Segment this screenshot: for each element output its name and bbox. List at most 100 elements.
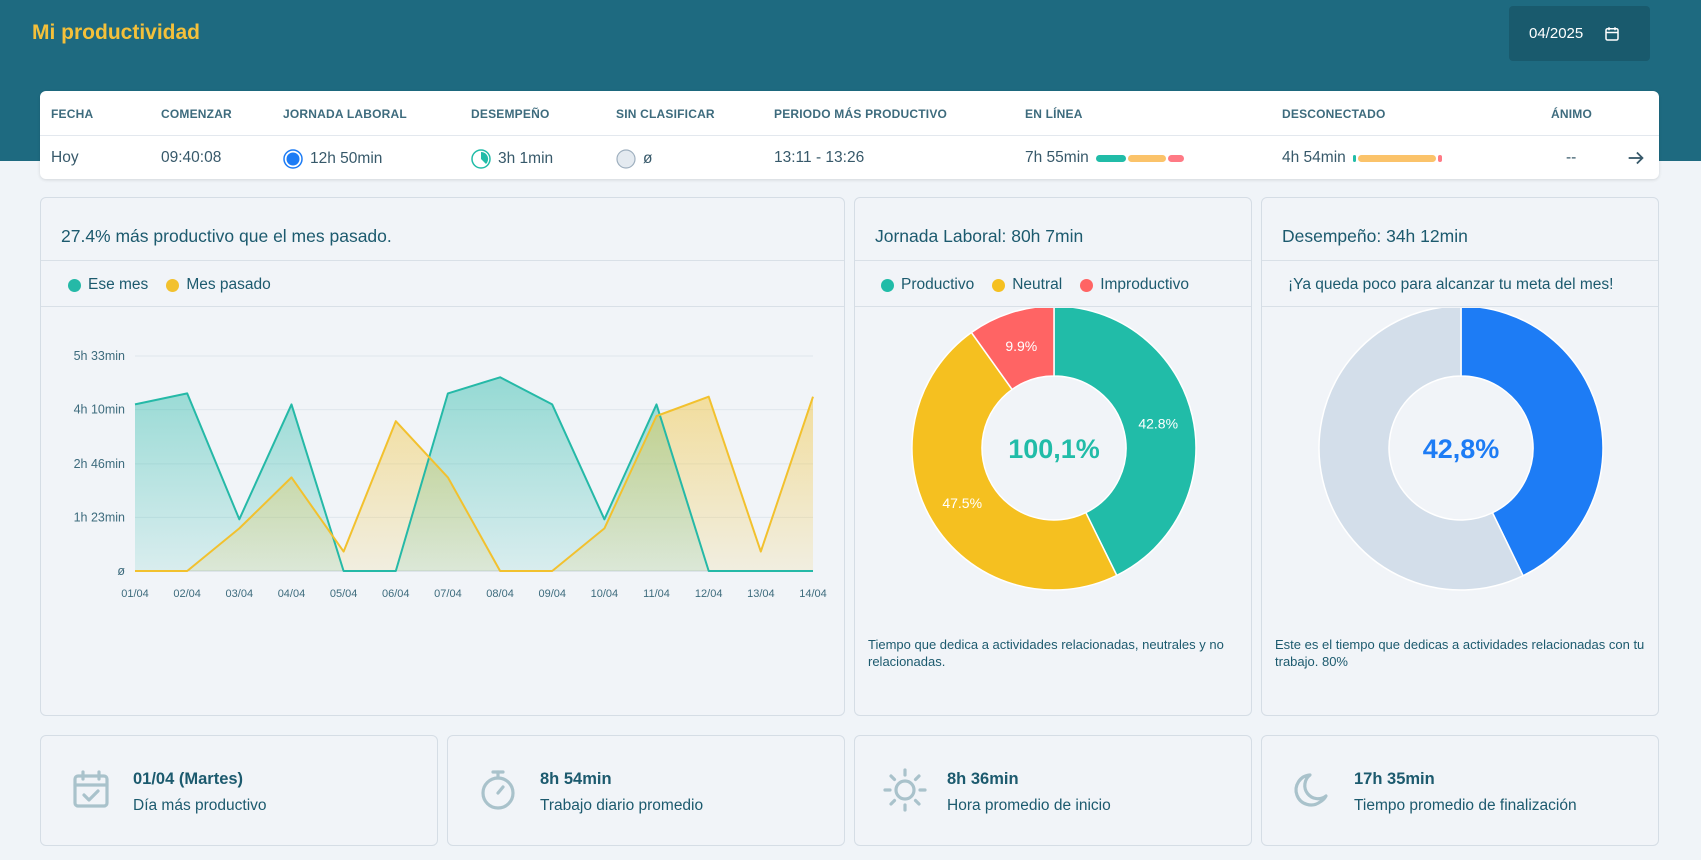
y-tick-label: 2h 46min — [74, 457, 125, 471]
legend-dot-ese-mes — [68, 278, 81, 292]
legend-dot-mes-pasado — [166, 278, 180, 292]
legend-label-improductivo: Improductivo — [1100, 276, 1189, 293]
desempeno-title: Desempeño: 34h 12min — [1282, 226, 1468, 246]
online-breakdown-bar — [1095, 154, 1184, 162]
desempeno-card: Desempeño: 34h 12min ¡Ya queda poco para… — [1261, 197, 1659, 716]
cell-en-linea: 7h 55min — [1025, 149, 1184, 167]
jornada-slice-label-0: 42.8% — [1138, 416, 1178, 432]
x-tick-label: 09/04 — [538, 588, 566, 600]
col-desconectado: DESCONECTADO — [1282, 107, 1386, 121]
cell-en-linea-value: 7h 55min — [1025, 149, 1089, 166]
stat-value: 01/04 (Martes) — [133, 770, 244, 788]
y-tick-label: 1h 23min — [74, 510, 125, 524]
legend-item-improductivo[interactable]: Improductivo — [1080, 276, 1189, 294]
sin-clasificar-circle-icon — [616, 149, 636, 169]
y-tick-label: 4h 10min — [74, 403, 125, 417]
cell-periodo: 13:11 - 13:26 — [774, 149, 865, 166]
online-neutral-segment — [1127, 154, 1166, 162]
x-tick-label: 11/04 — [643, 588, 670, 600]
trend-divider-top — [41, 260, 844, 261]
x-tick-label: 02/04 — [173, 588, 201, 600]
x-tick-label: 04/04 — [278, 588, 306, 600]
online-unproductive-segment — [1167, 154, 1184, 162]
series-line-mes-pasado — [135, 395, 814, 572]
month-picker[interactable]: 04/2025 — [1509, 6, 1650, 61]
legend-dot-neutral — [992, 278, 1006, 292]
jornada-slice-label-1: 47.5% — [942, 495, 982, 511]
desempeno-note: Este es el tiempo que dedicas a activida… — [1275, 637, 1645, 669]
cell-comenzar: 09:40:08 — [161, 149, 222, 166]
col-animo: ÁNIMO — [1551, 107, 1592, 121]
series-line-ese-mes — [134, 376, 813, 572]
cell-desconectado: 4h 54min — [1282, 149, 1442, 167]
trend-legend: Ese mes Mes pasado — [68, 276, 271, 294]
x-tick-label: 03/04 — [226, 588, 254, 600]
stat-value: 17h 35min — [1354, 770, 1435, 788]
jornada-legend: Productivo Neutral Improductivo — [881, 276, 1189, 294]
jornada-slice-2 — [970, 308, 1055, 391]
trend-divider-bottom — [41, 306, 844, 307]
moon-icon — [1294, 773, 1328, 807]
stat-card-hora-inicio: 8h 36min Hora promedio de inicio — [854, 735, 1252, 846]
legend-label-mes-pasado: Mes pasado — [186, 276, 271, 293]
stopwatch-icon — [481, 770, 515, 810]
jornada-donut-chart: 42.8% 47.5% 9.9% 100,1% — [911, 308, 1197, 591]
stat-label: Día más productivo — [133, 797, 267, 814]
arrow-right-icon[interactable] — [1625, 147, 1647, 169]
jornada-slice-0 — [1053, 308, 1197, 577]
jornada-note: Tiempo que dedica a actividades relacion… — [868, 637, 1224, 669]
legend-item-ese-mes[interactable]: Ese mes — [68, 276, 148, 294]
desempeno-subtitle: ¡Ya queda poco para alcanzar tu meta del… — [1288, 276, 1613, 294]
desempeno-slice-0 — [1460, 308, 1604, 577]
month-picker-value: 04/2025 — [1529, 25, 1584, 42]
page-title: Mi productividad — [32, 21, 200, 44]
col-desempeno: DESEMPEÑO — [471, 107, 550, 121]
x-tick-label: 14/04 — [799, 588, 827, 600]
desempeno-subtitle-text: ¡Ya queda poco para alcanzar tu meta del… — [1288, 276, 1614, 293]
jornada-circle-icon — [283, 149, 303, 169]
cell-desconectado-value: 4h 54min — [1282, 149, 1346, 166]
cell-fecha: Hoy — [51, 149, 79, 166]
x-tick-label: 05/04 — [330, 588, 358, 600]
jornada-center-label: 100,1% — [1008, 434, 1100, 464]
legend-dot-improductivo — [1080, 278, 1094, 292]
legend-label-productivo: Productivo — [901, 276, 975, 293]
stat-card-trabajo-diario: 8h 54min Trabajo diario promedio — [447, 735, 845, 846]
y-tick-label: ø — [117, 564, 125, 578]
jornada-slice-1 — [911, 331, 1118, 591]
legend-item-productivo[interactable]: Productivo — [881, 276, 974, 294]
legend-dot-productivo — [881, 278, 894, 292]
jornada-slice-label-2: 9.9% — [1005, 338, 1037, 354]
online-productive-segment — [1095, 154, 1126, 162]
series-area-mes-pasado — [135, 396, 813, 571]
cell-sin-clasificar-value: ø — [643, 150, 653, 167]
desempeno-divider-bottom — [1262, 306, 1658, 307]
x-tick-label: 08/04 — [486, 588, 514, 600]
col-comenzar: COMENZAR — [161, 107, 232, 121]
calendar-icon — [1605, 26, 1619, 41]
summary-header: FECHA COMENZAR JORNADA LABORAL DESEMPEÑO… — [40, 91, 1659, 136]
cell-animo: -- — [1566, 149, 1577, 166]
x-tick-label: 07/04 — [434, 588, 462, 600]
legend-item-mes-pasado[interactable]: Mes pasado — [166, 276, 271, 294]
x-tick-label: 10/04 — [591, 588, 619, 600]
summary-table: FECHA COMENZAR JORNADA LABORAL DESEMPEÑO… — [40, 91, 1659, 179]
legend-item-neutral[interactable]: Neutral — [992, 276, 1062, 294]
x-tick-label: 13/04 — [747, 588, 775, 600]
col-sin-clasificar: SIN CLASIFICAR — [616, 107, 715, 121]
col-periodo: PERIODO MÁS PRODUCTIVO — [774, 107, 948, 121]
col-jornada: JORNADA LABORAL — [283, 107, 407, 121]
stat-card-hora-finalizacion: 17h 35min Tiempo promedio de finalizació… — [1261, 735, 1659, 846]
col-en-linea: EN LÍNEA — [1025, 107, 1083, 121]
x-tick-label: 12/04 — [695, 588, 723, 600]
jornada-title: Jornada Laboral: 80h 7min — [875, 226, 1084, 246]
cell-desempeno: 3h 1min — [471, 149, 553, 169]
desempeno-slice-1 — [1318, 308, 1525, 591]
jornada-card: Jornada Laboral: 80h 7min Productivo Neu… — [854, 197, 1252, 716]
desempeno-pie-icon — [471, 149, 491, 169]
legend-label-neutral: Neutral — [1012, 276, 1063, 293]
offline-unproductive-segment — [1437, 154, 1442, 162]
trend-card: 27.4% más productivo que el mes pasado. … — [40, 197, 845, 716]
cell-jornada: 12h 50min — [283, 149, 382, 169]
stat-value: 8h 54min — [540, 770, 612, 788]
